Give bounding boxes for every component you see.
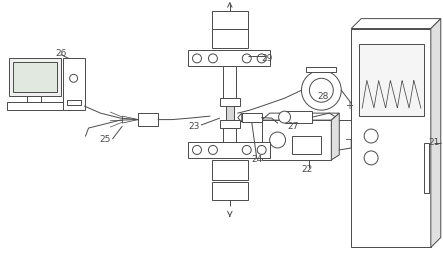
Bar (7, 102, 62, 110)
Bar (212, 11, 248, 29)
Bar (212, 160, 248, 180)
Bar (220, 120, 240, 128)
Circle shape (209, 145, 218, 154)
Text: 25: 25 (99, 135, 110, 145)
Bar (212, 29, 248, 48)
Bar (291, 136, 321, 154)
Circle shape (309, 78, 333, 102)
Bar (66, 100, 81, 105)
Bar (27, 96, 41, 102)
Circle shape (279, 111, 291, 123)
Text: 29: 29 (262, 54, 273, 63)
Polygon shape (331, 113, 339, 160)
Text: −: − (345, 135, 353, 145)
Circle shape (209, 54, 218, 63)
Bar (138, 113, 158, 126)
Text: 26: 26 (56, 49, 67, 58)
Polygon shape (122, 116, 138, 123)
Text: 24: 24 (252, 155, 263, 164)
Text: 23: 23 (189, 121, 200, 131)
Circle shape (302, 70, 341, 110)
Text: 21: 21 (429, 138, 440, 148)
Polygon shape (238, 113, 242, 122)
Bar (307, 67, 336, 72)
Bar (262, 120, 331, 160)
Bar (13, 62, 57, 92)
Bar (351, 29, 431, 247)
Bar (62, 58, 85, 110)
Circle shape (242, 145, 251, 154)
Bar (242, 113, 262, 122)
Circle shape (270, 132, 286, 148)
Text: +: + (345, 101, 353, 111)
Circle shape (193, 54, 202, 63)
Bar (223, 66, 236, 100)
Bar (9, 58, 61, 96)
Bar (220, 98, 240, 106)
Bar (223, 128, 236, 142)
Circle shape (193, 145, 202, 154)
Bar (424, 143, 429, 193)
Bar (284, 111, 312, 123)
Text: 27: 27 (288, 121, 299, 131)
Text: 22: 22 (302, 165, 313, 174)
Circle shape (70, 74, 78, 82)
Bar (188, 50, 270, 66)
Bar (188, 142, 270, 158)
Bar (212, 182, 248, 200)
Polygon shape (431, 19, 441, 247)
Polygon shape (262, 113, 339, 120)
Circle shape (242, 54, 251, 63)
Circle shape (364, 129, 378, 143)
Text: 28: 28 (317, 92, 329, 101)
Bar (359, 44, 424, 116)
Circle shape (257, 145, 266, 154)
Circle shape (364, 151, 378, 165)
Bar (226, 100, 234, 126)
Polygon shape (351, 19, 441, 29)
Circle shape (257, 54, 266, 63)
